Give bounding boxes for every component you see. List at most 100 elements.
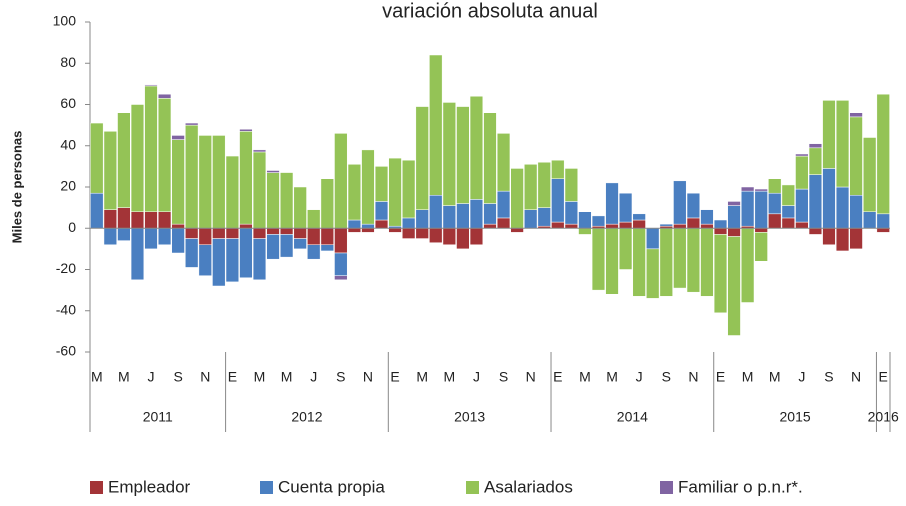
bar-segment [578,211,592,229]
bar-segment [212,135,226,229]
bar-segment [117,112,131,208]
bar-segment [673,228,687,289]
bar-segment [808,143,823,149]
x-tick-label: M [91,369,103,385]
bar-segment [388,157,402,227]
bar-segment [198,228,212,245]
bar-segment [646,248,660,299]
bar-segment [415,228,429,239]
bar-segment [347,228,362,233]
year-label: 2013 [454,409,485,425]
x-tick-label: E [390,369,399,385]
bar-segment [754,232,768,262]
bar-segment [266,234,280,260]
bar-segment [117,207,131,229]
bar-segment [266,170,280,173]
bar-segment [849,228,863,250]
bar-segment [795,153,809,157]
y-tick-label: -60 [56,343,76,359]
bar-segment [361,228,375,233]
x-tick-label: S [662,369,671,385]
bar-segment [605,223,619,229]
bar-segment [781,217,795,229]
chart-title: variación absoluta anual [382,0,598,22]
bar-segment [727,205,741,229]
bar-segment [659,223,673,227]
year-label: 2012 [291,409,322,425]
bar-segment [551,159,565,179]
y-tick-label: 20 [60,178,76,194]
bar-segment [876,228,890,233]
bar-segment [808,147,823,175]
bar-segment [605,182,619,225]
bar-segment [483,112,497,204]
bar-segment [442,228,456,245]
bar-segment [225,238,239,283]
bar-segment [781,205,795,219]
bar-segment [768,213,782,229]
bar-segment [334,228,348,254]
bar-segment [402,159,416,219]
legend-swatch [260,481,273,494]
bar-segment [266,172,280,229]
bar-segment [225,155,239,229]
legend-label: Asalariados [484,477,573,496]
year-label: 2014 [617,409,648,425]
x-tick-label: N [200,369,210,385]
bar-segment [361,149,375,225]
bar-segment [469,199,484,229]
bar-segment [456,228,470,250]
bar-segment [252,149,267,153]
bar-segment [307,228,321,245]
x-tick-label: M [579,369,591,385]
bar-segment [618,192,633,223]
bar-segment [320,178,334,229]
bar-segment [605,228,619,295]
legend-label: Cuenta propia [278,477,385,496]
bar-segment [700,209,714,225]
bar-segment [700,223,714,229]
y-tick-label: 60 [60,95,76,111]
x-tick-label: E [553,369,562,385]
bar-segment [374,166,389,202]
x-tick-label: S [824,369,833,385]
bar-segment [361,223,375,229]
bar-segment [808,228,823,235]
bar-segment [144,84,158,87]
x-tick-label: M [254,369,266,385]
bar-segment [632,228,646,297]
x-tick-label: M [118,369,130,385]
bar-segment [171,223,185,229]
bar-segment [849,112,863,118]
bar-segment [185,122,199,126]
bar-segment [157,98,172,212]
year-label: 2016 [868,409,899,425]
bar-segment [130,104,145,212]
y-tick-label: -20 [56,260,76,276]
bar-segment [239,228,253,278]
bar-segment [429,228,443,243]
bar-segment [510,168,524,229]
bar-segment [835,228,850,252]
bar-segment [564,223,578,229]
bar-segment [456,106,470,204]
bar-segment [320,244,334,252]
bar-segment [510,228,524,233]
bar-segment [103,228,117,245]
bar-segment [591,215,606,227]
bar-segment [266,228,280,235]
bar-segment [239,131,253,225]
x-tick-label: M [769,369,781,385]
x-tick-label: M [416,369,428,385]
bar-segment [822,168,836,229]
bar-segment [727,228,741,237]
bar-segment [795,188,809,223]
bar-segment [185,238,199,268]
bar-segment [795,155,809,190]
bar-segment [673,223,687,229]
bar-segment [144,211,158,229]
year-label: 2015 [780,409,811,425]
bar-segment [171,135,185,140]
bar-segment [686,192,701,219]
x-tick-label: M [742,369,754,385]
